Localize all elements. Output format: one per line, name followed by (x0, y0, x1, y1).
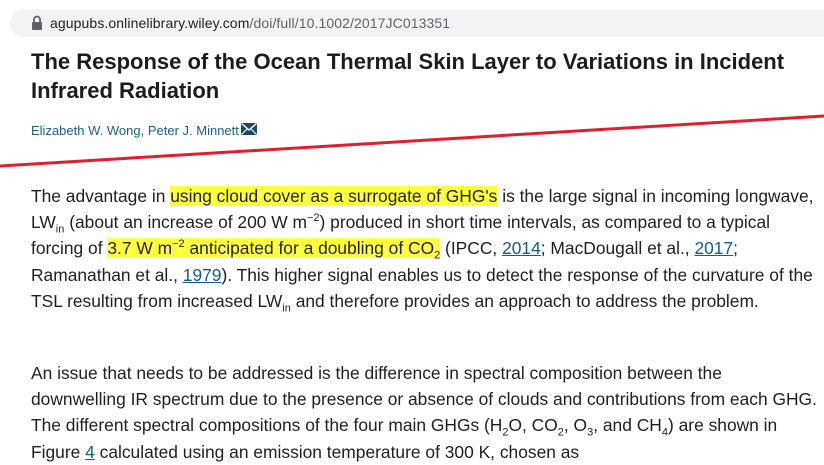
author-link-minnett[interactable]: Peter J. Minnett (147, 123, 239, 138)
address-bar[interactable]: agupubs.onlinelibrary.wiley.com/doi/full… (10, 9, 824, 37)
body-paragraph-2: An issue that needs to be addressed is t… (31, 363, 817, 462)
figure-link-4[interactable]: 4 (85, 441, 95, 462)
ref-link-ipcc-2014[interactable]: 2014 (502, 238, 541, 259)
annotation-red-line (0, 114, 824, 168)
email-icon[interactable] (240, 122, 257, 138)
ref-link-ramanathan-1979[interactable]: 1979 (182, 264, 222, 285)
lock-icon[interactable] (26, 12, 48, 34)
highlight-surrogate: using cloud cover as a surrogate of GHG'… (170, 186, 498, 206)
url-text[interactable]: agupubs.onlinelibrary.wiley.com/doi/full… (50, 15, 451, 31)
body-paragraph-1: The advantage in using cloud cover as a … (31, 186, 814, 315)
highlight-forcing: 3.7 W m−2 anticipated for a doubling of … (107, 238, 441, 262)
author-list: Elizabeth W. Wong, Peter J. Minnett (31, 122, 257, 138)
article-title: The Response of the Ocean Thermal Skin L… (31, 49, 785, 103)
ref-link-macdougall-2017[interactable]: 2017 (694, 238, 734, 259)
author-link-wong[interactable]: Elizabeth W. Wong, (31, 123, 145, 138)
